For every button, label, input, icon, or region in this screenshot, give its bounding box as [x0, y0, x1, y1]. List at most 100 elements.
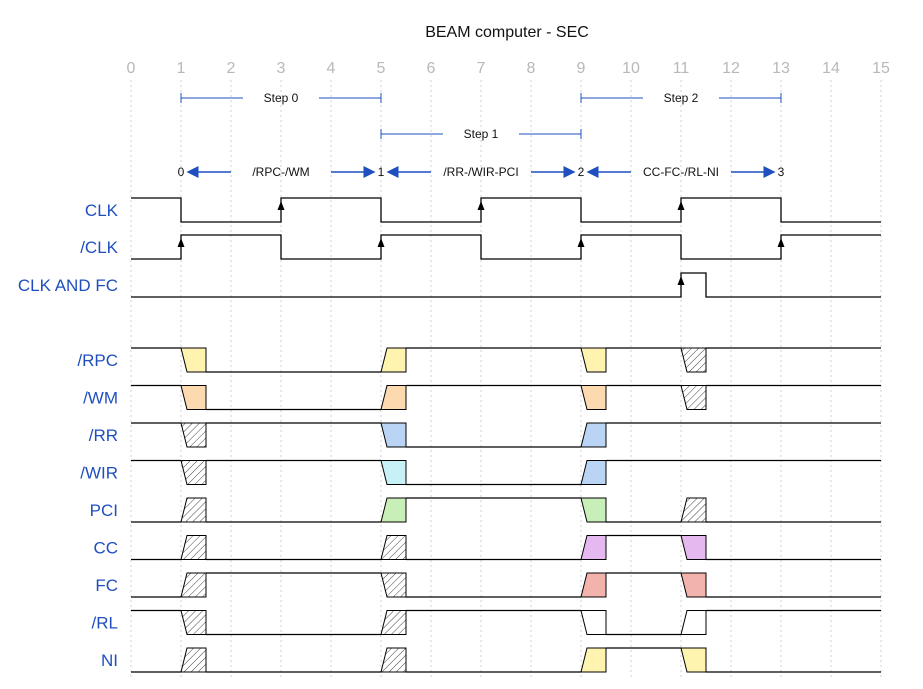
transition-region: [580, 497, 607, 523]
phase-label-0: /RPC-/WM: [252, 165, 309, 179]
signal-label-clk: CLK: [85, 201, 119, 220]
edge-arrow: [377, 238, 385, 247]
edge-arrow: [177, 238, 185, 247]
phase-label-2: CC-FC-/RL-NI: [643, 165, 719, 179]
transition-region: [580, 460, 607, 485]
transition-region: [380, 647, 407, 673]
phase-0: 0/RPC-/WM 1: [178, 165, 385, 179]
transition-region: [380, 347, 407, 373]
transition-region: [180, 460, 207, 485]
step-bracket-0: Step 0: [180, 91, 382, 105]
signal-label-pci: PCI: [90, 501, 118, 520]
transition-region: [180, 647, 207, 673]
phase-2: CC-FC-/RL-NI 3: [586, 165, 785, 179]
transition-region: [380, 572, 407, 598]
phase-end-label-0: 1: [378, 165, 385, 179]
signal-ni: [131, 647, 881, 673]
phase-end-label-1: 2: [578, 165, 585, 179]
edge-arrow: [677, 276, 685, 285]
tick-label-14: 14: [822, 60, 840, 77]
step-annotations: Step 0 Step 1 Step 2: [180, 91, 782, 141]
tick-labels: 0 1 2 3 4 5 6 7 8 9 10 11 12 13 14 15: [127, 60, 890, 77]
tick-label-8: 8: [527, 60, 536, 77]
signal--rpc: [131, 347, 881, 373]
signal-label--rl: /RL: [92, 614, 118, 633]
signal-fc: [131, 572, 881, 598]
edge-arrow: [577, 238, 585, 247]
signal-label-cc: CC: [93, 539, 118, 558]
transition-region: [680, 535, 707, 560]
transition-region: [580, 535, 607, 560]
diagram-title: BEAM computer - SEC: [425, 24, 589, 41]
transition-region: [380, 535, 407, 560]
signal-pci: [131, 497, 881, 523]
tick-label-12: 12: [722, 60, 740, 77]
signal--wm: [131, 384, 881, 411]
signal-label--clk: /CLK: [80, 238, 118, 257]
phase-end-label-2: 3: [778, 165, 785, 179]
edge-arrow: [477, 201, 485, 210]
transition-region: [680, 610, 707, 635]
phase-annotations: 0/RPC-/WM 1/RR-/WIR-PCI 2 CC-FC-/RL-NI 3: [178, 165, 785, 179]
tick-label-7: 7: [477, 60, 486, 77]
transition-region: [680, 572, 707, 598]
transition-region: [180, 572, 207, 598]
transition-region: [680, 497, 707, 523]
transition-region: [380, 460, 407, 485]
signal-cc: [131, 534, 881, 561]
transition-region: [380, 385, 407, 410]
signal-labels: CLK/CLK CLK AND FC/RPC/WM/RR/WIR PCI CC FC/R…: [18, 201, 119, 670]
transition-region: [180, 535, 207, 560]
tick-label-4: 4: [327, 60, 336, 77]
signal-label-clk-and-fc: CLK AND FC: [18, 276, 118, 295]
tick-label-10: 10: [622, 60, 640, 77]
transition-region: [180, 497, 207, 523]
transition-region: [180, 422, 207, 448]
edge-arrow: [277, 201, 285, 210]
tick-label-5: 5: [377, 60, 386, 77]
transition-region: [580, 385, 607, 410]
tick-label-15: 15: [872, 60, 890, 77]
transition-region: [380, 497, 407, 523]
step-label-1: Step 1: [464, 127, 499, 141]
signal--rr: [131, 422, 881, 448]
clock-clk: [131, 197, 881, 223]
step-label-2: Step 2: [664, 91, 699, 105]
signal--rl: [131, 609, 881, 636]
transition-region: [580, 647, 607, 673]
step-bracket-1: Step 1: [380, 127, 582, 141]
clock--clk: [131, 234, 881, 260]
grid: [130, 80, 882, 680]
transition-region: [580, 347, 607, 373]
step-label-0: Step 0: [264, 91, 299, 105]
tick-label-6: 6: [427, 60, 436, 77]
signal-label-fc: FC: [95, 576, 118, 595]
waveforms: [131, 197, 881, 673]
phase-1: /RR-/WIR-PCI 2: [386, 165, 585, 179]
signal-label--wir: /WIR: [80, 464, 118, 483]
tick-label-9: 9: [577, 60, 586, 77]
transition-region: [380, 610, 407, 635]
step-bracket-2: Step 2: [580, 91, 782, 105]
tick-label-0: 0: [127, 60, 136, 77]
transition-region: [180, 610, 207, 635]
phase-start-label-0: 0: [178, 165, 185, 179]
transition-region: [680, 385, 707, 410]
transition-region: [380, 422, 407, 448]
tick-label-2: 2: [227, 60, 236, 77]
transition-region: [680, 647, 707, 673]
signal-label--rr: /RR: [89, 426, 118, 445]
clock-clk-and-fc: [131, 272, 881, 298]
transition-region: [180, 385, 207, 410]
tick-label-13: 13: [772, 60, 790, 77]
transition-region: [680, 347, 707, 373]
signal--wir: [131, 459, 881, 486]
tick-label-3: 3: [277, 60, 286, 77]
signal-label--rpc: /RPC: [77, 351, 118, 370]
phase-label-1: /RR-/WIR-PCI: [443, 165, 518, 179]
transition-region: [580, 610, 607, 635]
edge-arrow: [777, 238, 785, 247]
signal-label--wm: /WM: [83, 389, 118, 408]
tick-label-1: 1: [177, 60, 186, 77]
